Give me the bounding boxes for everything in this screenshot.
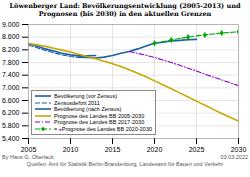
html-text:= »Prognose des Landes BB 2020: = »Prognose des Landes BB 2020-2030 <box>54 125 152 132</box>
svg-text:7.800: 7.800 <box>2 59 20 66</box>
html-text:Prognose des Landes BB 2005-20: Prognose des Landes BB 2005-2030 <box>54 112 145 119</box>
html-text:Bevölkerung (vor Zensus): Bevölkerung (vor Zensus) <box>54 93 117 99</box>
svg-text:6.600: 6.600 <box>2 97 20 104</box>
html-text:Löwenberger Land: Bevölkerungs: Löwenberger Land: Bevölkerungsentwicklun… <box>9 2 241 18</box>
svg-text:6.200: 6.200 <box>2 109 20 116</box>
svg-text:8.200: 8.200 <box>2 46 20 53</box>
svg-text:5.400: 5.400 <box>2 135 20 142</box>
svg-text:2025: 2025 <box>189 146 205 153</box>
svg-text:2030: 2030 <box>231 146 247 153</box>
svg-text:2015: 2015 <box>105 146 121 153</box>
svg-text:2010: 2010 <box>63 146 79 153</box>
svg-text:5.800: 5.800 <box>2 122 20 129</box>
svg-text:8.600: 8.600 <box>2 33 20 40</box>
html-text:03.03.2022: 03.03.2022 <box>220 154 248 160</box>
svg-text:2005: 2005 <box>21 146 37 153</box>
html-text:By Hans G. Oberlack: By Hans G. Oberlack <box>2 154 54 160</box>
html-text:Prognose des Landes BB 2017-20: Prognose des Landes BB 2017-2030 <box>54 119 145 125</box>
svg-text:9.000: 9.000 <box>2 21 20 28</box>
html-text:Quellen: Amt für Statistik Ber: Quellen: Amt für Statistik Berlin-Brande… <box>26 161 224 167</box>
svg-text:7.400: 7.400 <box>2 71 20 78</box>
svg-text:2020: 2020 <box>147 146 163 153</box>
svg-text:7.000: 7.000 <box>2 84 20 91</box>
html-text:Bevölkerung (nach Zensus): Bevölkerung (nach Zensus) <box>54 106 122 112</box>
html-text:Zensusdefizit 2011: Zensusdefizit 2011 <box>54 99 100 106</box>
